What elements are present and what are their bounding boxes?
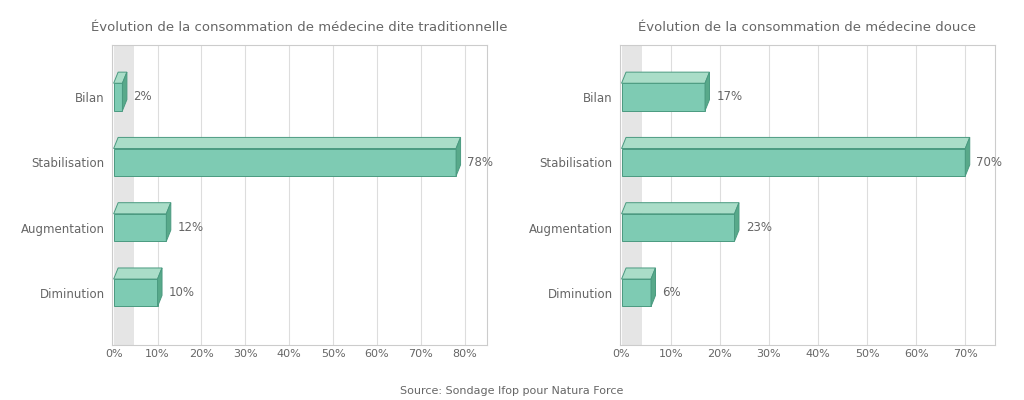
Polygon shape <box>622 72 710 83</box>
Polygon shape <box>114 279 158 306</box>
Polygon shape <box>456 138 461 176</box>
Polygon shape <box>622 83 706 111</box>
Text: Source: Sondage Ifop pour Natura Force: Source: Sondage Ifop pour Natura Force <box>400 386 624 396</box>
Text: 70%: 70% <box>977 156 1002 169</box>
Polygon shape <box>966 138 970 176</box>
Text: 10%: 10% <box>169 286 195 299</box>
Polygon shape <box>622 214 734 241</box>
Polygon shape <box>622 279 651 306</box>
Polygon shape <box>734 203 739 241</box>
Polygon shape <box>114 268 162 279</box>
Title: Évolution de la consommation de médecine douce: Évolution de la consommation de médecine… <box>638 21 976 34</box>
Polygon shape <box>622 138 970 148</box>
Polygon shape <box>622 148 966 176</box>
Text: 23%: 23% <box>745 221 772 234</box>
Polygon shape <box>114 72 127 83</box>
Polygon shape <box>706 72 710 111</box>
Text: 17%: 17% <box>716 90 742 104</box>
Polygon shape <box>651 268 655 306</box>
Polygon shape <box>114 214 166 241</box>
Polygon shape <box>114 45 134 345</box>
Polygon shape <box>114 148 456 176</box>
Text: 2%: 2% <box>133 90 153 104</box>
Text: 12%: 12% <box>177 221 204 234</box>
Polygon shape <box>114 138 461 148</box>
Polygon shape <box>166 203 171 241</box>
Polygon shape <box>622 268 655 279</box>
Polygon shape <box>123 72 127 111</box>
Polygon shape <box>114 203 171 214</box>
Text: 78%: 78% <box>467 156 494 169</box>
Polygon shape <box>114 83 123 111</box>
Polygon shape <box>622 203 739 214</box>
Title: Évolution de la consommation de médecine dite traditionnelle: Évolution de la consommation de médecine… <box>91 21 508 34</box>
Text: 6%: 6% <box>663 286 681 299</box>
Polygon shape <box>158 268 162 306</box>
Polygon shape <box>622 45 642 345</box>
